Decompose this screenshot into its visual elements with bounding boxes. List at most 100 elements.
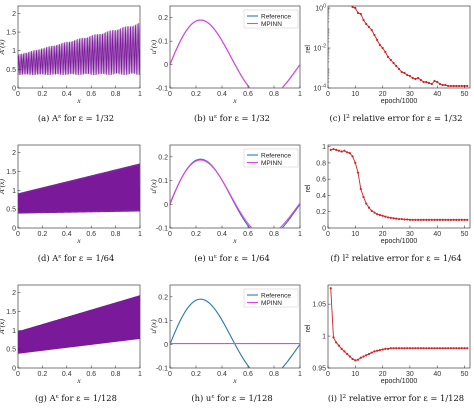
y-tick-label: 0 [164, 202, 168, 209]
y-tick-label: 1.5 [6, 169, 16, 176]
y-tick-label: 0.5 [6, 207, 16, 214]
x-axis-label: x [76, 236, 81, 245]
legend-entry: MPINN [261, 21, 282, 28]
error-point [403, 218, 406, 221]
error-point [433, 79, 436, 83]
error-point [419, 218, 422, 221]
error-point [373, 211, 376, 214]
error-point [392, 217, 395, 220]
x-tick-label: 30 [406, 231, 414, 238]
error-point [386, 216, 390, 219]
error-point [343, 350, 346, 353]
error-point [408, 347, 412, 350]
x-tick-label: 40 [433, 91, 441, 98]
error-point [395, 217, 398, 220]
error-point [335, 148, 338, 151]
error-point [438, 218, 442, 221]
error-point [359, 356, 362, 359]
error-point [417, 347, 420, 350]
error-point [365, 202, 368, 205]
error-point [397, 217, 401, 221]
y-tick-label: 1 [12, 48, 16, 55]
y-tick-label: 0 [164, 342, 168, 349]
axes-frame [327, 5, 471, 89]
error-point [441, 347, 444, 350]
x-tick-label: 20 [379, 91, 387, 98]
plot-area [18, 295, 140, 354]
error-point [397, 347, 401, 350]
plot-area [349, 0, 469, 88]
error-point [367, 206, 371, 209]
error-point [378, 349, 381, 352]
y-tick-label: 1.5 [6, 309, 16, 316]
error-point [444, 83, 447, 87]
y-axis-label: rel [305, 45, 312, 53]
error-point [335, 341, 338, 344]
x-tick-label: 10 [351, 371, 359, 378]
x-tick-label: 40 [433, 371, 441, 378]
error-point [457, 347, 461, 350]
x-axis-label: epoch/1000 [381, 98, 418, 105]
error-point [337, 344, 341, 347]
error-point [346, 352, 349, 356]
chart-panel-u32: 0 0.2 0.4 0.6 0.8 1-0.100.10.2xuε(x)Reference… [149, 5, 302, 123]
x-tick-label: 0.8 [111, 231, 121, 238]
error-point [367, 25, 371, 29]
error-point [346, 151, 349, 154]
error-point [427, 81, 431, 85]
y-tick-label: 0.4 [316, 193, 326, 200]
error-point [400, 70, 403, 74]
y-tick-label: 0 [12, 226, 16, 233]
error-point [425, 218, 428, 221]
error-point [406, 347, 409, 350]
error-point [433, 347, 436, 350]
x-tick-label: 0 [326, 91, 330, 98]
panel-caption: (a) Aε for ε = 1/32 [38, 113, 114, 123]
x-tick-label: 1 [138, 231, 142, 238]
error-point [414, 347, 417, 350]
x-tick-label: 40 [433, 231, 441, 238]
legend-entry: Reference [261, 292, 291, 299]
x-tick-label: 0.8 [111, 371, 121, 378]
legend-entry: Reference [261, 13, 291, 20]
error-point [349, 0, 351, 1]
chart-panel-e128: 0 10 20 30 40 50 0.95 1 1.05 epoch/1000 rel (i) l2 … [305, 284, 471, 403]
plot-area [329, 287, 469, 362]
y-tick-label: 1 [12, 328, 16, 335]
x-axis-label: x [232, 236, 237, 245]
error-point [376, 38, 379, 42]
y-tick-label: 0.1 [158, 39, 168, 46]
chart-panel-a128: 0 0.2 0.4 0.6 0.8 1 0 0.5 1 1.5 2 x Aε(x) (g) Aε for … [0, 284, 142, 403]
x-tick-label: 0.4 [62, 91, 72, 98]
error-point [447, 84, 450, 88]
x-axis-label: x [232, 376, 237, 385]
y-tick-label: 0 [12, 86, 16, 93]
error-point [411, 347, 414, 350]
error-point [438, 347, 442, 350]
error-point [384, 50, 387, 54]
error-point [378, 213, 381, 217]
error-point [367, 352, 371, 356]
x-tick-label: 0.4 [217, 371, 227, 378]
error-point [466, 347, 469, 350]
y-tick-label: 0.2 [158, 294, 168, 301]
error-point [329, 148, 332, 151]
x-tick-label: 1 [138, 371, 142, 378]
error-point [444, 218, 447, 221]
error-point [425, 80, 428, 84]
coefficient-line [18, 163, 140, 214]
x-tick-label: 50 [461, 371, 469, 378]
error-point [403, 71, 406, 75]
error-point [463, 347, 466, 350]
x-axis-label: x [76, 96, 81, 105]
error-point [389, 216, 392, 219]
legend-entry: Reference [261, 152, 291, 159]
x-axis-label: x [76, 376, 81, 385]
error-point [408, 218, 412, 221]
error-point [356, 11, 360, 15]
error-point [457, 84, 461, 88]
reference-line [170, 298, 300, 368]
y-tick-label: 1 [12, 188, 16, 195]
y-tick-label: 1 [322, 144, 326, 151]
error-point [406, 73, 409, 77]
